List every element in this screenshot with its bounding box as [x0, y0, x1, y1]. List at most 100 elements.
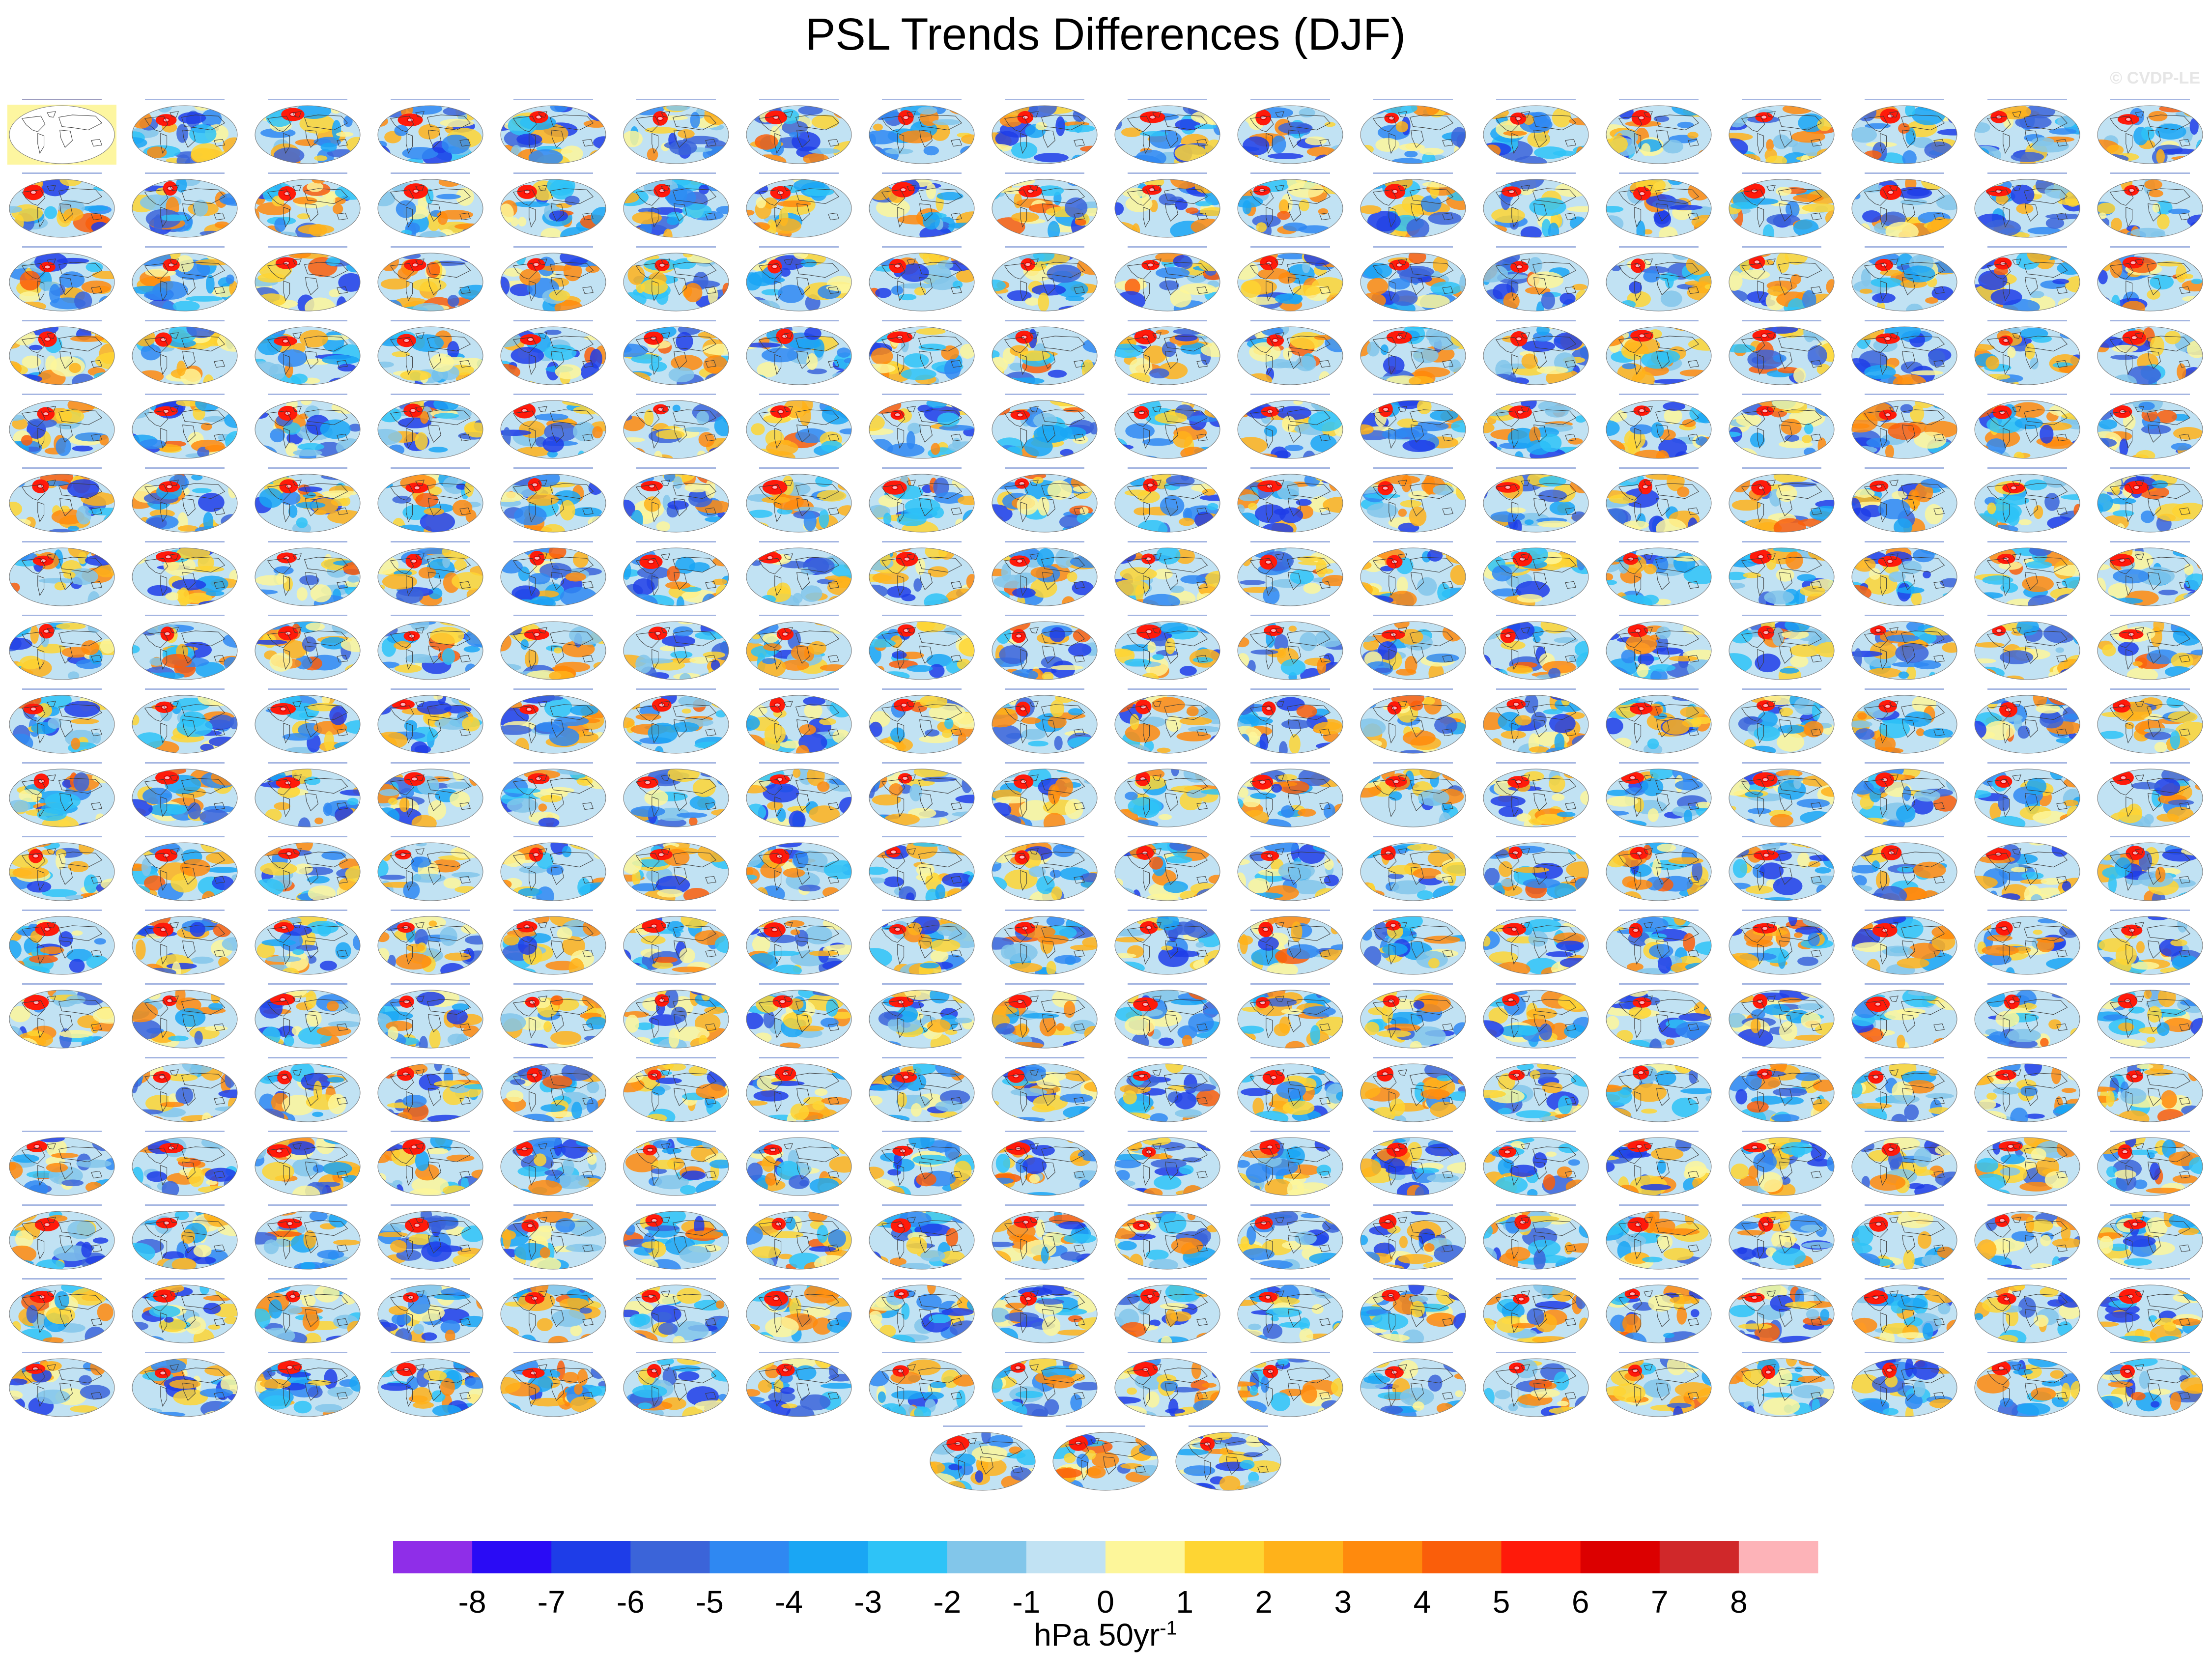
trend-anomaly-patch [1175, 119, 1200, 131]
panel-title-line [22, 541, 102, 542]
trend-anomaly-patch [931, 507, 944, 518]
trend-anomaly-patch [37, 644, 66, 654]
trend-anomaly-patch [1985, 356, 2000, 370]
robinson-map [377, 253, 483, 312]
trend-anomaly-patch [2156, 149, 2165, 164]
member-map-panel [253, 464, 362, 533]
high-trend-contour [44, 264, 51, 270]
robinson-map [1360, 547, 1466, 606]
continent-outline [1372, 115, 1397, 132]
trend-anomaly-patch [2015, 115, 2052, 129]
trend-anomaly-patch [1936, 474, 1954, 483]
trend-anomaly-patch [746, 474, 760, 485]
panel-title-line [1742, 246, 1821, 248]
member-map-panel [1604, 170, 1713, 238]
robinson-map [1483, 253, 1589, 312]
trend-anomaly-patch [1606, 484, 1613, 490]
panel-title-line [513, 320, 593, 321]
continent-outline [1165, 130, 1178, 148]
member-map-panel [1973, 464, 2082, 533]
continent-outline [705, 212, 716, 221]
member-map-panel [1850, 170, 1959, 238]
trend-anomaly-patch [656, 429, 685, 439]
trend-anomaly-patch [510, 346, 544, 364]
trend-anomaly-patch [296, 517, 308, 528]
member-map-panel [622, 243, 731, 312]
robinson-map [1974, 400, 2080, 459]
trend-anomaly-patch [1781, 419, 1802, 435]
trend-anomaly-patch [1263, 586, 1280, 605]
member-map-panel [1113, 391, 1222, 459]
member-map-panel [1359, 538, 1468, 607]
panel-title-line [1987, 320, 2067, 321]
trend-anomaly-patch [19, 291, 40, 302]
trend-anomaly-patch [2110, 497, 2136, 505]
map-outline [1237, 105, 1343, 164]
map-outline [623, 105, 729, 164]
high-trend-contour [891, 485, 899, 490]
panel-title-line [145, 246, 225, 248]
panel-title-line [759, 99, 839, 100]
member-map-panel [1727, 464, 1836, 533]
trend-anomaly-patch [1444, 524, 1456, 531]
trend-anomaly-patch [1121, 127, 1142, 137]
panel-title-line [1373, 467, 1453, 469]
member-map-panel [744, 464, 853, 533]
trend-anomaly-patch [1238, 327, 1254, 337]
high-trend-contour [411, 262, 419, 268]
trend-anomaly-patch [87, 623, 101, 633]
trend-anomaly-patch [1802, 435, 1812, 443]
trend-anomaly-patch [2098, 406, 2105, 413]
trend-anomaly-patch [1036, 185, 1064, 196]
map-outline [869, 105, 975, 164]
trend-anomaly-patch [69, 363, 81, 373]
trend-anomaly-patch [320, 142, 337, 152]
trend-anomaly-patch [200, 423, 212, 431]
trend-anomaly-patch [932, 119, 960, 125]
trend-anomaly-patch [321, 355, 359, 365]
member-map-panel [1359, 391, 1468, 459]
continent-outline [1757, 133, 1764, 154]
robinson-map [623, 105, 729, 164]
trend-anomaly-patch [869, 130, 899, 144]
map-outline [992, 179, 1098, 238]
trend-anomaly-patch [1366, 503, 1398, 518]
trend-anomaly-patch [2098, 297, 2111, 308]
trend-anomaly-patch [1673, 552, 1696, 573]
trend-anomaly-patch [76, 505, 91, 525]
trend-anomaly-patch [1865, 123, 1891, 129]
high-trend-contour [1149, 114, 1156, 120]
trend-anomaly-patch [2161, 148, 2199, 155]
map-outline [500, 105, 606, 164]
member-map-panel [376, 96, 485, 165]
trend-anomaly-patch [2173, 427, 2203, 440]
member-map-panel [1113, 96, 1222, 165]
trend-anomaly-patch [1172, 431, 1193, 448]
high-trend-contour [656, 115, 664, 121]
continent-outline [582, 139, 594, 147]
continent-outline [428, 130, 441, 148]
continent-outline [267, 189, 291, 206]
trend-anomaly-patch [761, 348, 798, 363]
high-trend-contour [1024, 262, 1032, 267]
trend-anomaly-patch [1729, 374, 1741, 385]
trend-anomaly-patch [1729, 377, 1748, 385]
member-map-panel [1973, 391, 2082, 459]
trend-anomaly-patch [1326, 106, 1343, 112]
trend-anomaly-patch [717, 524, 729, 532]
trend-anomaly-patch [2044, 493, 2060, 511]
continent-outline [907, 185, 916, 192]
trend-anomaly-patch [1361, 600, 1371, 606]
panel-title-line [2110, 246, 2190, 248]
member-map-panel [253, 170, 362, 238]
high-trend-contour [1016, 558, 1023, 564]
trend-anomaly-patch [415, 432, 428, 450]
trend-anomaly-patch [804, 188, 834, 197]
trend-anomaly-patch [1425, 327, 1443, 342]
panel-title-line [1373, 394, 1453, 395]
robinson-map [1729, 179, 1835, 238]
map-outline [1114, 105, 1220, 164]
trend-anomaly-patch [9, 582, 20, 593]
robinson-map [1729, 547, 1835, 606]
member-map-panel [1727, 96, 1836, 165]
